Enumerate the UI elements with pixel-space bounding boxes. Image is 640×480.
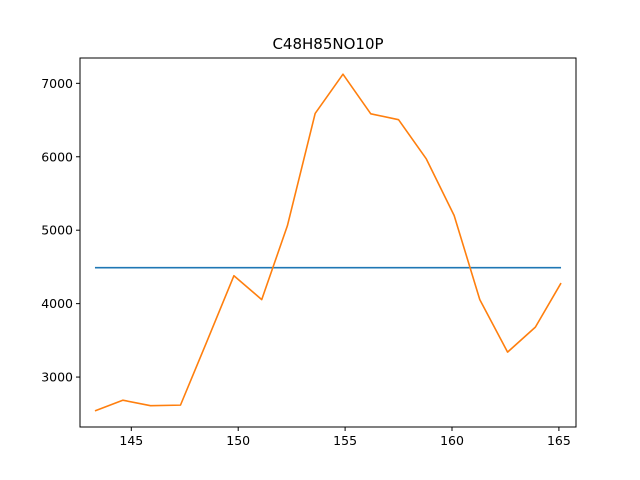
series-line-2 (94, 73, 562, 412)
y-tick-label: 4000 (41, 296, 73, 311)
x-tick-label: 150 (226, 433, 250, 448)
x-tick-label: 155 (333, 433, 357, 448)
x-axis: 145 150 155 160 165 (119, 427, 571, 448)
y-axis: 3000 4000 5000 6000 7000 (41, 76, 80, 385)
x-tick-label: 145 (119, 433, 143, 448)
x-tick-label: 160 (440, 433, 464, 448)
plot-frame (79, 57, 577, 428)
y-tick-label: 3000 (41, 370, 73, 385)
y-tick-label: 6000 (41, 149, 73, 164)
y-tick-label: 7000 (41, 76, 73, 91)
chart-title: C48H85NO10P (272, 35, 383, 53)
y-tick-label: 5000 (41, 223, 73, 238)
x-tick-label: 165 (547, 433, 571, 448)
